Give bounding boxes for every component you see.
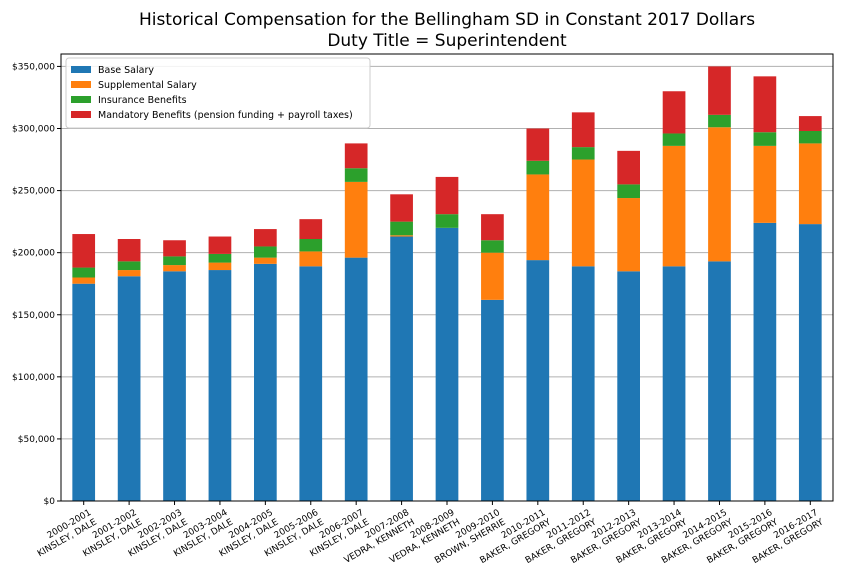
bar-segment-series-0 xyxy=(254,263,277,501)
bars xyxy=(72,66,822,502)
bar-segment-series-3 xyxy=(72,234,96,268)
bar-segment-series-2 xyxy=(344,168,368,182)
y-axis: $0 $50,000 $100,000 $150,000 $200,000 $250,00… xyxy=(12,62,61,507)
bar-segment-series-3 xyxy=(753,76,777,133)
bar-segment-series-0 xyxy=(526,260,550,501)
bar-segment-series-1 xyxy=(571,159,595,267)
bar-segment-series-1 xyxy=(708,127,731,262)
bar-segment-series-0 xyxy=(708,261,731,501)
y-tick-label: $150,000 xyxy=(12,311,55,321)
bar-segment-series-3 xyxy=(163,240,186,257)
chart-title: Historical Compensation for the Bellingh… xyxy=(139,10,755,30)
bar-segment-series-2 xyxy=(117,261,141,271)
bar-segment-series-0 xyxy=(798,224,822,501)
bar-segment-series-2 xyxy=(299,239,323,252)
bar-segment-series-0 xyxy=(435,227,459,502)
bar-segment-series-2 xyxy=(72,267,96,278)
bar-segment-series-0 xyxy=(390,236,413,501)
y-tick-label: $300,000 xyxy=(12,125,55,135)
legend-label: Supplemental Salary xyxy=(98,80,197,91)
legend-swatch xyxy=(71,81,91,88)
legend-swatch xyxy=(71,66,91,73)
bar-segment-series-1 xyxy=(72,277,96,284)
legend-label: Mandatory Benefits (pension funding + pa… xyxy=(98,110,353,121)
bar-segment-series-3 xyxy=(344,143,368,169)
y-tick-label: $250,000 xyxy=(12,187,55,197)
bar-segment-series-1 xyxy=(390,235,413,237)
legend-label: Insurance Benefits xyxy=(98,95,187,106)
bar-segment-series-3 xyxy=(435,176,459,215)
bar-segment-series-0 xyxy=(481,299,504,501)
bar-segment-series-0 xyxy=(299,266,323,501)
legend: Base Salary Supplemental Salary Insurance … xyxy=(65,57,371,129)
bar-segment-series-2 xyxy=(617,184,640,199)
bar-segment-series-2 xyxy=(753,132,777,146)
legend-swatch xyxy=(71,111,91,118)
bar-segment-series-2 xyxy=(571,147,595,160)
bar-segment-series-3 xyxy=(708,66,731,115)
bar-segment-series-0 xyxy=(208,270,232,501)
bar-segment-series-3 xyxy=(798,116,822,131)
bar-segment-series-1 xyxy=(662,145,686,267)
chart-subtitle: Duty Title = Superintendent xyxy=(327,31,567,51)
bar-segment-series-1 xyxy=(344,181,368,258)
bar-segment-series-3 xyxy=(571,112,595,148)
bar-segment-series-1 xyxy=(753,145,777,223)
bar-segment-series-0 xyxy=(617,271,640,501)
bar-segment-series-2 xyxy=(390,221,413,236)
bar-segment-series-1 xyxy=(117,270,141,277)
bar-segment-series-1 xyxy=(798,143,822,225)
bar-segment-series-3 xyxy=(481,214,504,241)
bar-segment-series-0 xyxy=(163,271,186,501)
bar-segment-series-0 xyxy=(753,222,777,501)
legend-label: Base Salary xyxy=(98,65,154,76)
bar-segment-series-2 xyxy=(798,130,822,144)
bar-segment-series-3 xyxy=(526,128,550,161)
bar-segment-series-1 xyxy=(163,265,186,272)
y-tick-label: $100,000 xyxy=(12,373,55,383)
bar-segment-series-0 xyxy=(662,266,686,501)
bar-segment-series-0 xyxy=(72,283,96,501)
legend-swatch xyxy=(71,96,91,103)
bar-segment-series-3 xyxy=(299,219,323,240)
bar-segment-series-2 xyxy=(163,256,186,266)
bar-segment-series-1 xyxy=(299,251,323,267)
legend-box xyxy=(65,57,371,129)
bar-segment-series-2 xyxy=(708,114,731,128)
bar-segment-series-2 xyxy=(254,246,277,258)
bar-segment-series-1 xyxy=(254,257,277,264)
y-tick-label: $0 xyxy=(44,497,56,507)
bar-segment-series-3 xyxy=(117,239,141,262)
bar-segment-series-1 xyxy=(617,198,640,272)
bar-segment-series-3 xyxy=(662,91,686,134)
bar-segment-series-2 xyxy=(208,253,232,263)
bar-segment-series-0 xyxy=(571,266,595,501)
bar-segment-series-2 xyxy=(526,160,550,175)
bar-segment-series-1 xyxy=(481,252,504,300)
bar-segment-series-0 xyxy=(344,257,368,501)
bar-segment-series-3 xyxy=(208,236,232,254)
bar-segment-series-2 xyxy=(435,214,459,228)
bar-segment-series-2 xyxy=(662,133,686,146)
y-tick-label: $350,000 xyxy=(12,62,55,72)
bar-segment-series-3 xyxy=(390,194,413,222)
bar-segment-series-1 xyxy=(208,262,232,271)
bar-segment-series-1 xyxy=(526,174,550,261)
y-tick-label: $200,000 xyxy=(12,249,55,259)
bar-segment-series-0 xyxy=(117,276,141,501)
bar-segment-series-3 xyxy=(254,229,277,247)
y-tick-label: $50,000 xyxy=(18,435,55,445)
bar-segment-series-2 xyxy=(481,240,504,253)
bar-segment-series-3 xyxy=(617,150,640,185)
